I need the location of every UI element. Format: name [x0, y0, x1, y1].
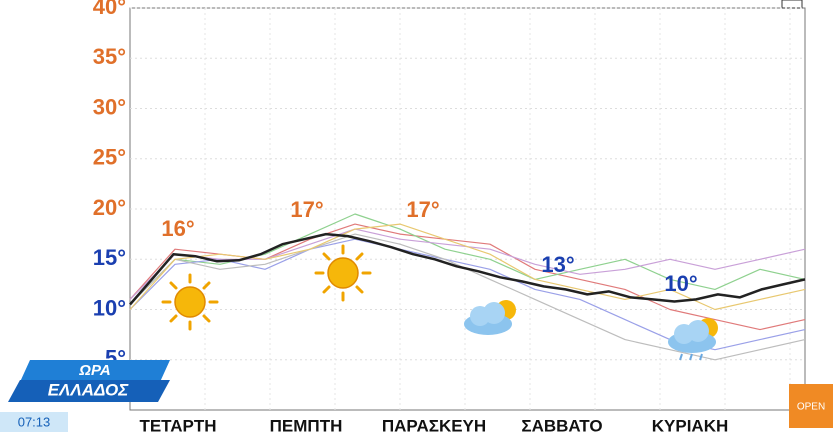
- mean-line: [129, 232, 806, 306]
- annotation: 17°: [406, 197, 439, 222]
- banner-bottom: [8, 380, 170, 402]
- sun-icon: [161, 273, 219, 331]
- banner-top: [20, 360, 170, 382]
- sun-icon: [314, 244, 372, 302]
- clock: 07:13: [18, 414, 51, 429]
- show-banner: ΩΡΑ ΕΛΛΑΔΟΣ 07:13: [0, 360, 170, 432]
- y-tick-label: 30°: [93, 94, 126, 119]
- annotation: 10°: [664, 271, 697, 296]
- annotation: 17°: [290, 197, 323, 222]
- y-tick-label: 40°: [93, 0, 126, 19]
- y-tick-label: 20°: [93, 195, 126, 220]
- annotation: 13°: [541, 252, 574, 277]
- y-tick-label: 10°: [93, 295, 126, 320]
- y-tick-label: 25°: [93, 145, 126, 170]
- cloud-sun-icon: [464, 300, 516, 335]
- x-tick-label: ΠΑΡΑΣΚΕΥΗ: [382, 416, 486, 435]
- cloud-sun-icon: [668, 318, 718, 361]
- channel-logo: [789, 384, 833, 428]
- lines: [129, 213, 806, 361]
- corner-icon: [781, 0, 803, 9]
- show-name: ΕΛΛΑΔΟΣ: [48, 380, 130, 399]
- y-tick-label: 15°: [93, 245, 126, 270]
- x-tick-label: ΤΕΤΑΡΤΗ: [139, 416, 216, 435]
- grid: [130, 7, 805, 410]
- x-tick-label: ΠΕΜΠΤΗ: [270, 416, 343, 435]
- channel-name: OPEN: [797, 402, 825, 413]
- time-box: [0, 412, 68, 432]
- annotation: 16°: [161, 216, 194, 241]
- labels: 5°10°15°20°25°30°35°40°ΤΕΤΑΡΤΗ ΠΕΜΠΤΗ ΠΑΡΑ…: [93, 0, 729, 435]
- show-name: ΩΡΑ: [78, 362, 110, 379]
- y-tick-label: 35°: [93, 44, 126, 69]
- x-tick-label: ΣΑΒΒΑΤΟ: [521, 416, 602, 435]
- x-tick-label: ΚΥΡΙΑΚΗ: [652, 416, 729, 435]
